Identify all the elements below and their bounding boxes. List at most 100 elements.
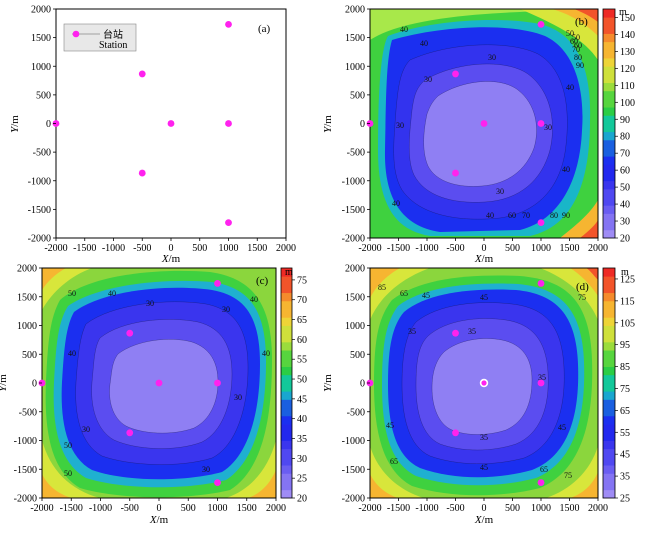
colorbar-tick-label: 105 [620,318,635,329]
contour-label: 85 [378,283,386,292]
y-tick-label: -2000 [28,234,51,245]
colorbar-segment [281,300,292,310]
panel-c-y-axis-label: Y/m [0,374,9,392]
station-marker [225,120,232,127]
colorbar-segment [603,399,615,409]
colorbar-segment [281,284,292,294]
x-tick-label: 500 [505,503,520,514]
x-tick-label: 0 [169,243,174,254]
y-tick-label: -1500 [28,205,51,216]
colorbar-segment [603,82,615,92]
colorbar-tick-label: 60 [297,335,307,346]
colorbar-segment [603,465,615,474]
colorbar-segment [603,292,615,302]
colorbar-tick-label: 30 [297,454,307,465]
contour-label: 70 [572,45,580,54]
x-tick-label: 1500 [560,503,580,514]
y-tick-label: -1000 [342,436,365,447]
colorbar-tick-label: 25 [297,474,307,485]
colorbar-tick-label: 35 [620,472,630,483]
station-marker [537,120,545,127]
y-tick-label: 2000 [17,264,37,275]
colorbar-segment [603,407,615,417]
colorbar-segment [281,268,292,277]
panel-d-contour-map: 85 65 45 45 35 35 35 45 45 65 75 35 45 6… [322,264,635,527]
colorbar-segment [603,107,615,116]
colorbar-segment [603,489,615,499]
x-tick-label: -1000 [415,243,438,254]
colorbar-tick-label: 75 [620,384,630,395]
x-tick-label: 1500 [247,243,267,254]
colorbar-segment [603,333,615,343]
colorbar-tick-label: 75 [297,275,307,286]
panel-d-colorbar: 25 35 45 55 65 75 85 95 105 115 125 [602,267,635,505]
contour-label: 60 [570,37,578,46]
panel-a-y-axis-label: Y/m [9,115,21,133]
colorbar-segment [603,25,615,34]
station-marker [225,219,232,227]
colorbar-tick-label: 110 [620,81,635,92]
colorbar-tick-label: 130 [620,47,635,58]
contour-label: 40 [250,295,258,304]
x-tick-label: 2000 [588,243,608,254]
x-tick-label: -500 [446,503,464,514]
contour-label: 45 [386,421,394,430]
contour-label: 30 [202,465,210,474]
colorbar-segment [603,66,615,75]
colorbar-tick-label: 55 [297,355,307,366]
contour-label: 65 [400,289,408,298]
colorbar-segment [603,383,615,392]
panel-a-station-map: (a) 台站 Station -2000 -1500 -1000 -500 0 500 10… [9,5,296,266]
y-tick-label: 1500 [17,292,37,303]
panel-c-contour-labels: 50 40 30 40 30 40 30 50 30 40 30 50 [64,289,270,478]
colorbar-tick-label: 120 [620,64,635,75]
station-marker [126,429,134,437]
x-tick-label: 1500 [237,503,257,514]
station-marker [452,329,459,337]
colorbar-segment [603,197,615,206]
panel-c-y-ticks: 2000 1500 1000 500 0 -500 -1000 -1500 -2000 [14,264,42,505]
contour-label: 40 [392,199,400,208]
colorbar-segment [281,383,292,392]
contour-label: 50 [64,469,72,478]
colorbar-segment [281,292,292,302]
colorbar-segment [603,456,615,466]
colorbar-segment [281,358,292,367]
y-tick-label: -1000 [14,436,37,447]
contour-label: 35 [408,327,416,336]
colorbar-segment [281,341,292,351]
y-tick-label: 0 [46,119,51,130]
colorbar-segment [603,98,615,108]
panel-b-contour-map: 40 50 60 70 80 90 30 40 30 40 30 30 40 4… [322,5,635,266]
colorbar-segment [603,432,615,441]
x-tick-label: -2000 [358,503,381,514]
colorbar-segment [603,481,615,491]
panel-d-x-ticks: -2000 -1500 -1000 -500 0 500 1000 1500 2000 [358,498,608,514]
colorbar-segment [603,139,615,149]
x-tick-label: 1000 [531,503,551,514]
colorbar-tick-label: 45 [297,394,307,405]
colorbar-tick-label: 50 [620,183,630,194]
panel-d-label: (d) [576,281,589,293]
contour-label: 80 [550,211,558,220]
y-tick-label: -500 [33,148,51,159]
contour-label: 40 [108,289,116,298]
colorbar-segment [281,424,292,433]
y-tick-label: 500 [350,350,365,361]
contour-label: 30 [488,53,496,62]
contour-label: 40 [562,165,570,174]
station-marker [138,169,146,177]
station-marker [537,280,545,287]
colorbar-tick-label: 35 [297,434,307,445]
y-tick-label: 0 [360,379,365,390]
panel-b-colorbar-unit: m [619,7,627,18]
contour-label: 40 [566,83,574,92]
colorbar-segment [603,229,615,239]
y-tick-label: 1000 [345,321,365,332]
colorbar-segment [603,374,615,384]
colorbar-tick-label: 20 [297,494,307,505]
x-tick-label: 2000 [588,503,608,514]
x-tick-label: -2000 [358,243,381,254]
station-marker [167,120,175,127]
